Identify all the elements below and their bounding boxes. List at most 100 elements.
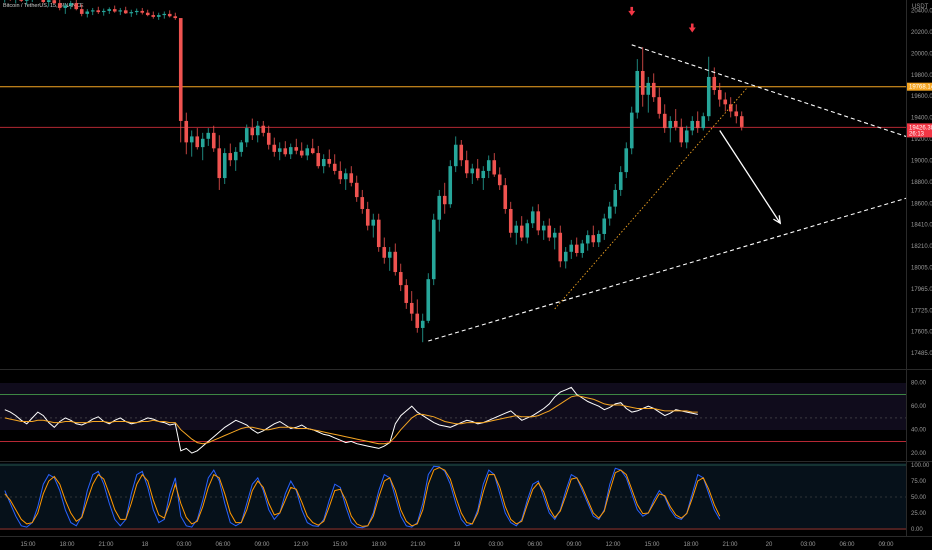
time-axis[interactable]: 15:00 18:00 21:00 18 03:00 06:00 09:00 12:00 15:…: [20, 542, 894, 548]
candle-body: [140, 10, 145, 13]
rsi-lines: [0, 386, 906, 454]
candle-body: [255, 125, 260, 136]
time-tick-label: 20: [766, 542, 773, 548]
price-pane[interactable]: [0, 0, 906, 368]
candle-body: [624, 148, 629, 173]
price-tick-label: 18800.00: [911, 180, 932, 186]
candle-body: [574, 244, 579, 253]
time-tick-label: 18:00: [371, 542, 387, 548]
time-tick-label: 09:00: [566, 542, 582, 548]
candle-body: [178, 18, 183, 121]
candle-body: [393, 251, 398, 273]
time-tick-label: 18:00: [683, 542, 699, 548]
candle-body: [486, 160, 491, 171]
candle-body: [596, 233, 601, 243]
candle-body: [332, 163, 337, 171]
candle-body: [519, 225, 524, 238]
stoch-tick-label: 75.00: [911, 479, 927, 485]
candle-body: [222, 153, 227, 179]
price-tick-label: 19200.00: [911, 137, 932, 143]
candle-body: [354, 182, 359, 198]
candle-body: [530, 211, 535, 224]
stoch-axis[interactable]: 100.00 75.00 50.00 25.00 0.00: [911, 463, 930, 533]
time-tick-label: 06:00: [215, 542, 231, 548]
candle-body: [162, 13, 167, 16]
candle-body: [569, 244, 574, 252]
candle-body: [41, 0, 46, 2]
candle-body: [239, 142, 244, 152]
candle-body: [151, 15, 156, 17]
candle-body: [591, 235, 596, 243]
candle-body: [123, 10, 128, 14]
candle-body: [492, 160, 497, 175]
candle-body: [723, 99, 728, 105]
candle-body: [101, 10, 106, 13]
candle-body: [673, 120, 678, 127]
stoch-tick-label: 50.00: [911, 495, 927, 501]
price-tick-label: 19000.00: [911, 158, 932, 164]
candle-body: [321, 159, 326, 167]
time-tick-label: 09:00: [254, 542, 270, 548]
candle-body: [134, 10, 139, 13]
candle-body: [420, 320, 425, 328]
candle-body: [547, 225, 552, 238]
candle-body: [442, 195, 447, 205]
time-tick-label: 18: [142, 542, 149, 548]
down-arrow-icon: [630, 6, 634, 11]
down-arrow-icon: [628, 10, 636, 16]
candle-body: [228, 153, 233, 161]
candle-body: [365, 208, 370, 226]
candle-body: [508, 208, 513, 233]
time-tick-label: 21:00: [410, 542, 426, 548]
down-arrow-icon: [688, 27, 696, 33]
candle-body: [651, 82, 656, 98]
candle-body: [514, 225, 519, 233]
rsi-tick-label: 40.00: [911, 428, 927, 434]
candle-body: [85, 11, 90, 14]
time-tick-label: 12:00: [293, 542, 309, 548]
candle-body: [68, 3, 73, 6]
price-tick-label: 17485.00: [911, 351, 932, 357]
candle-body: [618, 172, 623, 190]
candle-body: [79, 9, 84, 14]
candle-body: [145, 12, 150, 16]
time-tick-label: 06:00: [839, 542, 855, 548]
candle-body: [717, 90, 722, 100]
candle-body: [459, 144, 464, 161]
candle-body: [52, 0, 57, 4]
candle-body: [552, 232, 557, 238]
price-tick-label: 17725.00: [911, 308, 932, 314]
candles: [4, 0, 744, 343]
candle-body: [701, 116, 706, 129]
candle-body: [107, 9, 112, 11]
down-arrow-icon: [690, 23, 694, 28]
price-tick-label: 19600.00: [911, 94, 932, 100]
price-tick-label: 18005.00: [911, 266, 932, 272]
candle-body: [288, 147, 293, 155]
candle-body: [536, 211, 541, 231]
candle-body: [563, 251, 568, 262]
price-axis[interactable]: 20400.00 20200.00 20000.00 19800.00 19600.00…: [911, 9, 932, 358]
candle-body: [360, 197, 365, 209]
drawings[interactable]: [428, 6, 907, 342]
time-tick-label: 15:00: [644, 542, 660, 548]
candle-body: [338, 170, 343, 180]
candle-body: [266, 132, 271, 145]
candle-body: [184, 120, 189, 143]
candle-body: [343, 173, 348, 180]
candle-body: [464, 160, 469, 174]
candle-body: [189, 136, 194, 143]
price-tick-label: 19400.00: [911, 116, 932, 122]
lower-trendline: [428, 197, 907, 342]
stoch-pane[interactable]: [0, 463, 906, 530]
candle-body: [24, 0, 29, 1]
price-tick-label: 18410.00: [911, 223, 932, 229]
candle-body: [448, 166, 453, 205]
candle-body: [409, 302, 414, 314]
rsi-axis[interactable]: 80.00 60.00 40.00 20.00: [911, 381, 927, 457]
candle-body: [74, 3, 79, 10]
candle-body: [371, 219, 376, 226]
candle-body: [96, 10, 101, 13]
candle-body: [481, 170, 486, 179]
